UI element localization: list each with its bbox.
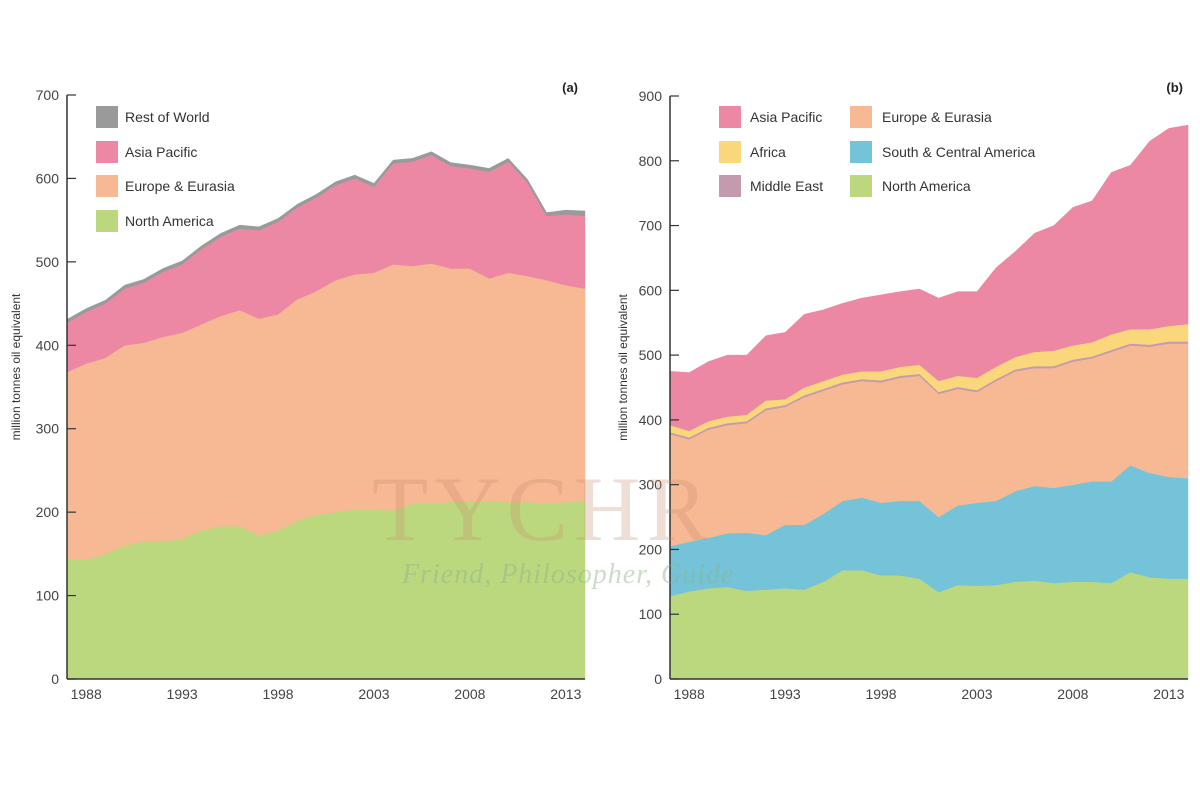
y-axis-label: million tonnes oil equivalent xyxy=(616,293,630,440)
legend-item: Africa xyxy=(719,141,786,163)
legend-label: Africa xyxy=(750,144,786,160)
y-tick-label: 700 xyxy=(36,87,60,103)
legend-item: Middle East xyxy=(719,175,823,197)
legend-item: Europe & Eurasia xyxy=(96,175,235,197)
legend-label: Europe & Eurasia xyxy=(125,178,235,194)
legend-swatch xyxy=(96,106,118,128)
y-tick-label: 800 xyxy=(639,153,663,169)
watermark-tagline: Friend, Philosopher, Guide xyxy=(401,559,734,590)
legend-swatch xyxy=(96,175,118,197)
x-tick-label: 2013 xyxy=(1153,686,1184,702)
y-tick-label: 0 xyxy=(51,671,59,687)
legend-swatch xyxy=(850,175,872,197)
panel-label: (a) xyxy=(562,80,578,95)
y-tick-label: 0 xyxy=(654,671,662,687)
legend-swatch xyxy=(719,106,741,128)
area-rest-of-world xyxy=(66,151,586,324)
y-tick-label: 100 xyxy=(36,588,60,604)
legend-label: North America xyxy=(882,178,971,194)
legend-swatch xyxy=(719,175,741,197)
legend-label: Asia Pacific xyxy=(750,109,822,125)
legend-swatch xyxy=(96,210,118,232)
y-tick-label: 200 xyxy=(36,504,60,520)
x-tick-label: 2008 xyxy=(1057,686,1088,702)
legend-item: Asia Pacific xyxy=(719,106,822,128)
legend-item: Asia Pacific xyxy=(96,141,197,163)
panel-label: (b) xyxy=(1166,80,1183,95)
y-tick-label: 600 xyxy=(36,170,60,186)
x-tick-label: 2003 xyxy=(358,686,389,702)
legend-item: Europe & Eurasia xyxy=(850,106,992,128)
x-tick-label: 2013 xyxy=(550,686,581,702)
y-tick-label: 400 xyxy=(639,412,663,428)
legend-label: Europe & Eurasia xyxy=(882,109,992,125)
legend-label: Middle East xyxy=(750,178,823,194)
x-tick-label: 1998 xyxy=(262,686,293,702)
y-tick-label: 400 xyxy=(36,337,60,353)
legend-swatch xyxy=(719,141,741,163)
legend-label: North America xyxy=(125,213,214,229)
area-asia-pacific xyxy=(669,124,1189,432)
x-tick-label: 1998 xyxy=(865,686,896,702)
y-tick-label: 500 xyxy=(36,254,60,270)
x-tick-label: 1993 xyxy=(770,686,801,702)
chart-b: 0 100 200 300 400 500 600 700 800 900 1988 1993 1998… xyxy=(616,80,1189,702)
legend-label: South & Central America xyxy=(882,144,1036,160)
x-tick-label: 2008 xyxy=(454,686,485,702)
legend-swatch xyxy=(850,141,872,163)
legend-label: Rest of World xyxy=(125,109,210,125)
x-tick-label: 1988 xyxy=(674,686,705,702)
watermark: TYCHR Friend, Philosopher, Guide xyxy=(372,458,734,590)
legend-label: Asia Pacific xyxy=(125,144,197,160)
y-tick-label: 300 xyxy=(36,421,60,437)
y-tick-label: 900 xyxy=(639,88,663,104)
y-tick-label: 300 xyxy=(639,477,663,493)
watermark-title: TYCHR xyxy=(372,458,714,560)
x-tick-label: 2003 xyxy=(961,686,992,702)
legend-swatch xyxy=(850,106,872,128)
x-tick-label: 1993 xyxy=(167,686,198,702)
y-tick-label: 700 xyxy=(639,218,663,234)
y-tick-label: 500 xyxy=(639,347,663,363)
legend-item: South & Central America xyxy=(850,141,1036,163)
y-axis-label: million tonnes oil equivalent xyxy=(9,293,23,440)
chart-a: 0 100 200 300 400 500 600 700 1988 1993 1998 2003 20… xyxy=(9,80,586,702)
x-tick-label: 1988 xyxy=(71,686,102,702)
legend-swatch xyxy=(96,141,118,163)
legend-item: North America xyxy=(96,210,214,232)
y-tick-label: 600 xyxy=(639,282,663,298)
y-tick-label: 100 xyxy=(639,606,663,622)
legend-item: North America xyxy=(850,175,971,197)
legend-item: Rest of World xyxy=(96,106,210,128)
y-tick-label: 200 xyxy=(639,541,663,557)
